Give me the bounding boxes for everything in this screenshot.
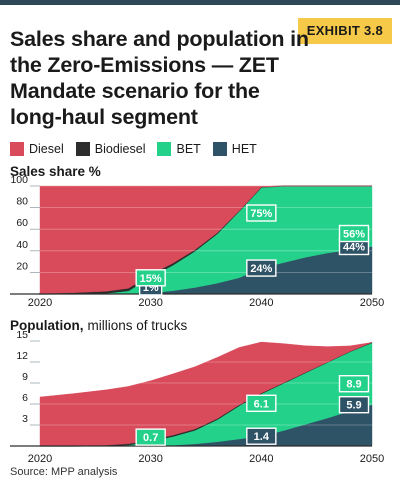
population-y-tick-label: 12 (16, 350, 28, 362)
population-y-tick-label: 9 (22, 371, 28, 383)
population-data-label-box-bet (338, 375, 370, 393)
sales-y-tick-label: 80 (16, 196, 28, 208)
legend-item-diesel: Diesel (10, 142, 64, 156)
legend-swatch-bet (157, 142, 172, 156)
population-chart: Population, millions of trucks 3 6 9 12 15 2020… (10, 318, 384, 465)
population-chart-title: Population, millions of trucks (10, 318, 188, 333)
sales-data-label-bet: 15% (140, 273, 162, 285)
sales-x-tick-label: 2050 (360, 297, 384, 309)
population-chart-title-suffix: millions of trucks (88, 318, 188, 333)
sales-data-label-het: 24% (250, 263, 272, 275)
legend-swatch-diesel (10, 142, 24, 156)
exhibit-badge: EXHIBIT 3.8 (297, 18, 392, 44)
population-y-tick-label: 15 (16, 329, 28, 341)
sales-data-label-box-het (246, 259, 277, 277)
population-data-label-box-bet (246, 394, 277, 412)
population-x-tick-label: 2050 (360, 453, 384, 465)
page-title: Sales share and population in the Zero-E… (10, 27, 309, 129)
sales-data-label-het: 44% (343, 241, 365, 253)
source-note: Source: MPP analysis (10, 466, 118, 478)
sales-y-tick-label: 20 (16, 260, 28, 272)
sales-y-tick-label: 60 (16, 217, 28, 229)
legend-swatch-het (212, 142, 227, 156)
sales-x-tick-label: 2030 (138, 297, 162, 309)
population-data-label-het: 1.4 (254, 431, 270, 443)
population-data-label-box-het (246, 427, 277, 445)
sales-y-tick-label: 40 (16, 239, 28, 251)
legend-item-biodiesel: Biodiesel (75, 142, 146, 156)
sales-x-tick-label: 2020 (28, 297, 52, 309)
sales-data-label-box-bet (135, 269, 166, 287)
sales-data-label-box-bet (338, 224, 370, 243)
population-data-label-het: 5.9 (346, 400, 361, 412)
legend-item-bet: BET (157, 142, 201, 156)
population-x-tick-label: 2040 (249, 453, 273, 465)
population-y-tick-label: 3 (22, 413, 28, 425)
population-data-label-bet: 6.1 (254, 398, 269, 410)
population-data-label-box-bet (135, 428, 166, 446)
sales-y-tick-label: 100 (10, 174, 28, 186)
population-data-label-bet: 8.9 (346, 379, 361, 391)
legend-label-het: HET (231, 142, 257, 156)
sales-x-tick-label: 2040 (249, 297, 273, 309)
legend-label-bet: BET (176, 142, 201, 156)
population-data-label-box-het (338, 396, 370, 414)
sales-data-label-bet: 75% (250, 208, 272, 220)
population-y-tick-label: 6 (22, 392, 28, 404)
sales-data-label-bet: 56% (343, 229, 365, 241)
sales-chart-title: Sales share % (10, 164, 101, 179)
sales-data-label-box-bet (246, 204, 277, 222)
legend-label-diesel: Diesel (29, 142, 64, 156)
legend: Diesel Biodiesel BET HET (10, 140, 269, 158)
legend-swatch-biodiesel (75, 142, 90, 156)
top-accent-bar (0, 0, 400, 5)
legend-item-het: HET (212, 142, 257, 156)
population-x-tick-label: 2030 (138, 453, 162, 465)
population-x-tick-label: 2020 (28, 453, 52, 465)
population-data-label-bet: 0.7 (143, 432, 158, 444)
legend-label-biodiesel: Biodiesel (94, 142, 146, 156)
